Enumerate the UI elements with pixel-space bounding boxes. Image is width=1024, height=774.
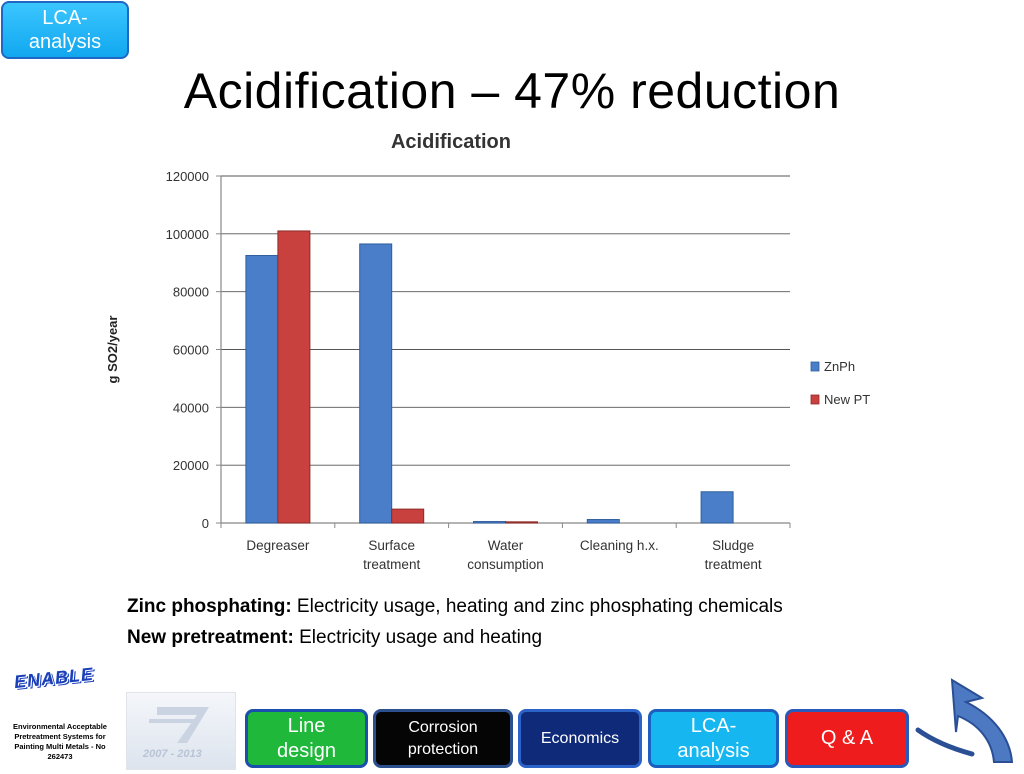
x-category-label: Water (488, 538, 524, 553)
nav-corrosion-label-1: Corrosion (408, 718, 478, 736)
x-category-label: Degreaser (246, 538, 310, 553)
tag-label-line2: analysis (28, 31, 102, 53)
bar-znph (245, 255, 279, 524)
chart-title: Acidification (391, 131, 511, 153)
y-tick-label: 60000 (173, 343, 209, 358)
y-tick-label: 100000 (166, 227, 209, 242)
caption-zinc-label: Zinc phosphating: (127, 596, 292, 617)
fp7-years: 2007 - 2013 (143, 748, 202, 760)
x-category-label: Surface (368, 538, 415, 553)
x-category-label: treatment (363, 557, 420, 572)
y-tick-label: 40000 (173, 400, 209, 415)
y-tick-label: 0 (202, 516, 209, 531)
caption-new-label: New pretreatment: (127, 627, 294, 648)
y-tick-label: 80000 (173, 285, 209, 300)
fp7-logo: 2007 - 2013 (126, 692, 236, 770)
caption-zinc-text: Electricity usage, heating and zinc phos… (291, 596, 783, 617)
nav-qa-button[interactable]: Q & A (785, 709, 909, 768)
nav-lca-analysis-button[interactable]: LCA- analysis (648, 709, 779, 768)
legend-swatch (810, 361, 820, 372)
bar-znph (359, 243, 393, 524)
bar-new-pt (505, 521, 538, 524)
caption-new-pretreatment: New pretreatment: Electricity usage and … (127, 627, 542, 649)
nav-corrosion-label-2: protection (407, 740, 479, 758)
legend-label: New PT (824, 392, 870, 407)
y-tick-label: 20000 (173, 458, 209, 473)
tag-label-line1: LCA- (42, 7, 88, 29)
nav-lca-label-1: LCA- (690, 714, 737, 737)
y-tick-label: 120000 (166, 169, 209, 184)
bar-znph (700, 491, 734, 524)
nav-line-design-label-2: design (277, 739, 336, 762)
nav-line-design-label-1: Line (287, 714, 326, 737)
x-category-label: treatment (705, 557, 762, 572)
nav-economics-label: Economics (540, 729, 620, 747)
nav-lca-label-2: analysis (677, 739, 750, 762)
bar-znph (586, 519, 620, 524)
slide-title: Acidification – 47% reduction (183, 63, 841, 119)
fp7-seven-graphic (149, 707, 209, 743)
project-description: Environmental Acceptable Pretreatment Sy… (13, 722, 107, 761)
caption-new-text: Electricity usage and heating (293, 627, 543, 648)
x-category-label: Sludge (712, 538, 754, 553)
back-arrow-icon[interactable] (912, 676, 1018, 766)
enable-logo: ENABLE (13, 663, 95, 693)
nav-qa-label: Q & A (820, 727, 874, 749)
acidification-chart: Acidification 0 20000 40000 60000 80000 100000… (105, 131, 870, 572)
nav-line-design-button[interactable]: Line design (245, 709, 368, 768)
legend-label: ZnPh (824, 359, 855, 374)
x-category-label: Cleaning h.x. (580, 538, 659, 553)
nav-economics-button[interactable]: Economics (518, 709, 642, 768)
lca-analysis-tag-button[interactable]: LCA- analysis (1, 1, 129, 59)
bar-new-pt (391, 508, 425, 524)
x-category-label: consumption (467, 557, 544, 572)
bar-new-pt (277, 230, 311, 524)
y-axis-label: g SO2/year (105, 316, 120, 384)
nav-corrosion-protection-button[interactable]: Corrosion protection (373, 709, 513, 768)
bar-znph (473, 521, 506, 524)
caption-zinc-phosphating: Zinc phosphating: Electricity usage, hea… (127, 596, 783, 618)
legend-swatch (810, 394, 820, 405)
